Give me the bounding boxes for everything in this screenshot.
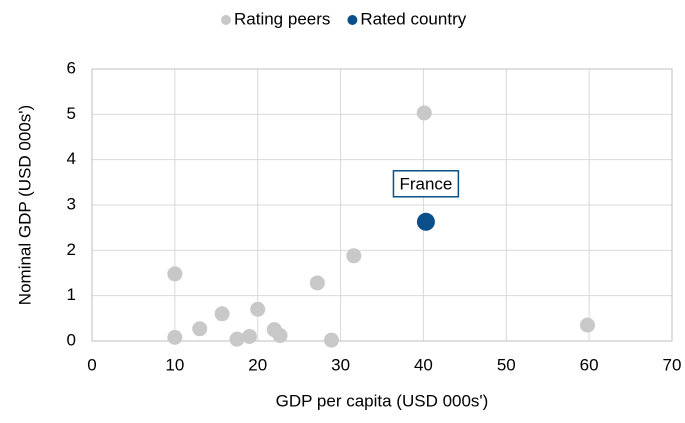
legend-marker	[221, 15, 231, 25]
x-tick-label: 0	[87, 355, 96, 374]
point	[192, 321, 208, 337]
x-tick-label: 20	[248, 355, 267, 374]
point	[579, 317, 595, 333]
point	[323, 332, 339, 348]
y-tick-label: 6	[67, 58, 76, 77]
point	[272, 328, 288, 344]
point	[346, 248, 362, 264]
point	[250, 301, 266, 317]
y-tick-label: 2	[67, 240, 76, 259]
point	[241, 328, 257, 344]
y-tick-label: 4	[67, 149, 76, 168]
point	[167, 266, 183, 282]
plot-border	[91, 68, 673, 342]
x-tick-label: 50	[497, 355, 516, 374]
x-axis-label: GDP per capita (USD 000s')	[276, 391, 489, 410]
x-tick-label: 10	[165, 355, 184, 374]
y-tick-label: 1	[67, 285, 76, 304]
x-tick-label: 60	[580, 355, 599, 374]
point	[309, 275, 325, 291]
y-tick-label: 5	[67, 104, 76, 123]
legend-label: Rating peers	[234, 9, 330, 28]
point	[167, 329, 183, 345]
x-tick-label: 30	[331, 355, 350, 374]
x-tick-label: 40	[414, 355, 433, 374]
point	[416, 212, 435, 231]
legend-marker	[347, 15, 358, 25]
y-tick-label: 3	[67, 194, 76, 213]
y-tick-label: 0	[67, 330, 76, 349]
point	[214, 306, 230, 322]
x-tick-label: 70	[663, 355, 682, 374]
y-axis-label: Nominal GDP (USD 000s')	[15, 105, 34, 305]
annotation: France	[399, 174, 452, 193]
legend-label: Rated country	[360, 9, 466, 28]
point	[416, 105, 432, 121]
annotation-box	[392, 170, 460, 198]
point	[229, 331, 245, 347]
